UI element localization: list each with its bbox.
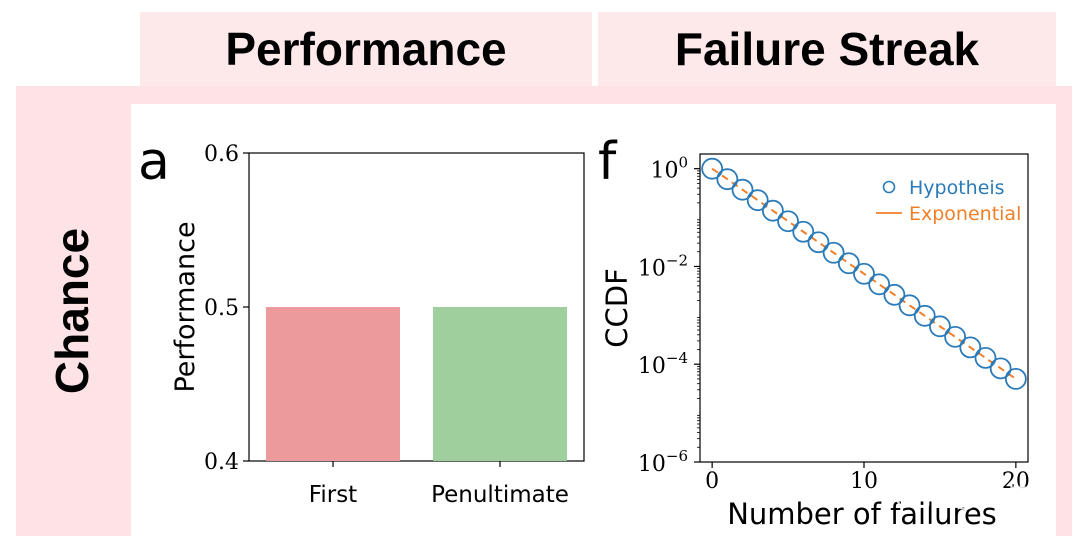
hypothesis-point	[1004, 367, 1027, 390]
bar-first	[266, 307, 400, 461]
hypothesis-point	[853, 262, 875, 285]
watermark: 知乎 @孟岩	[886, 479, 1035, 512]
ccdf-xlabel: Number of failures	[727, 497, 997, 531]
exponential-fit-line	[711, 167, 1017, 380]
ccdf-ytick-base: 10	[638, 354, 666, 379]
bar-xtick-label: Penultimate	[431, 482, 569, 508]
hypothesis-point	[701, 157, 724, 180]
bar-ytick-label: 0.5	[204, 296, 239, 321]
bar-ytick-label: 0.6	[204, 142, 239, 167]
bar-penultimate	[433, 307, 567, 461]
ccdf-ytick-exponent: −6	[666, 447, 688, 465]
hypothesis-point	[807, 231, 830, 254]
ccdf-ytick-exponent: −4	[666, 349, 688, 367]
hypothesis-point	[716, 168, 739, 191]
legend-exp-label: Exponential	[909, 203, 1021, 225]
hypothesis-point	[837, 252, 860, 275]
ccdf-ytick-label: 10−6	[638, 447, 688, 477]
ccdf-ytick-label: 10−2	[638, 251, 688, 281]
hypothesis-point	[898, 294, 921, 317]
ccdf-ylabel: CCDF	[600, 268, 634, 348]
bar-xtick-label: First	[309, 482, 357, 508]
ccdf-ytick-exponent: 0	[678, 154, 688, 172]
hypothesis-point	[761, 199, 784, 222]
ccdf-ytick-label: 10−4	[638, 349, 688, 379]
bar-ytick-label: 0.4	[204, 450, 239, 475]
bar-ylabel: Performance	[170, 221, 201, 392]
hypothesis-point	[883, 283, 906, 306]
ccdf-ytick-label: 100	[650, 154, 688, 184]
hypothesis-point	[989, 357, 1012, 380]
ccdf-xtick-label: 10	[850, 469, 878, 494]
column-header-performance: Performance	[140, 12, 592, 86]
ccdf-ytick-exponent: −2	[666, 251, 688, 269]
ccdf-ytick-base: 10	[650, 159, 678, 184]
hypothesis-point	[944, 325, 967, 348]
panel-label-f: f	[598, 132, 617, 192]
panel-label-a: a	[138, 132, 170, 192]
hypothesis-point	[868, 273, 891, 296]
ccdf-axes-frame	[699, 153, 1029, 463]
hypothesis-point	[777, 210, 799, 233]
hypothesis-point	[959, 336, 982, 359]
hypothesis-point	[822, 241, 845, 264]
ccdf-ytick-base: 10	[638, 256, 666, 281]
hypothesis-point	[974, 346, 997, 369]
hypothesis-point	[792, 220, 815, 243]
column-header-failure-streak: Failure Streak	[598, 12, 1056, 86]
hypothesis-point	[731, 178, 754, 201]
ccdf-xtick-label: 20	[1002, 469, 1030, 494]
hypothesis-point	[929, 315, 951, 338]
ccdf-ytick-base: 10	[638, 452, 666, 477]
legend-hyp-marker	[882, 180, 896, 194]
hypothesis-point	[913, 304, 936, 327]
hypothesis-point	[746, 189, 769, 212]
ccdf-xtick-label: 0	[705, 469, 719, 494]
legend-hyp-label: Hypotheis	[909, 177, 1005, 199]
